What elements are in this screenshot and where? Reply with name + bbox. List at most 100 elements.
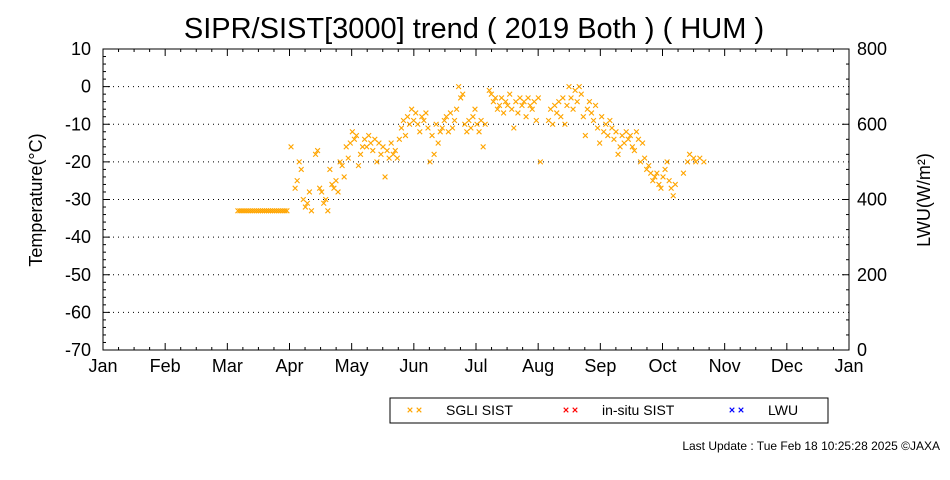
data-point	[417, 128, 423, 135]
x-tick-label: May	[335, 356, 369, 376]
data-point	[312, 151, 319, 158]
data-point	[564, 102, 570, 109]
data-point	[339, 162, 345, 169]
data-point	[282, 207, 288, 214]
data-point	[280, 207, 286, 214]
y-tick-label: -70	[65, 340, 91, 360]
data-point	[529, 106, 535, 112]
data-point	[645, 162, 652, 169]
data-point	[654, 170, 660, 176]
y-tick-label: -60	[65, 302, 91, 322]
data-point	[292, 185, 298, 192]
y-tick-label: -30	[65, 190, 91, 210]
data-point	[615, 151, 621, 158]
data-point	[457, 95, 464, 101]
data-point	[549, 121, 556, 128]
data-point	[515, 110, 521, 116]
data-point	[453, 106, 460, 112]
data-point	[607, 117, 613, 124]
data-point	[586, 98, 593, 105]
data-point	[641, 155, 648, 161]
data-point	[325, 207, 331, 214]
data-point	[249, 207, 255, 214]
y-tick-label: 0	[81, 77, 91, 97]
data-point	[486, 87, 493, 94]
data-point	[316, 185, 323, 192]
data-point	[468, 125, 474, 131]
data-point	[429, 132, 435, 139]
data-point	[496, 102, 503, 109]
data-point	[701, 159, 707, 165]
data-point	[435, 140, 441, 146]
data-point	[611, 136, 617, 143]
data-point	[576, 83, 583, 90]
x-tick-label: Jan	[88, 356, 117, 376]
data-point	[578, 91, 585, 97]
data-point	[537, 159, 544, 165]
x-tick-labels: Jan Feb Mar Apr May Jun Jul Aug Sep Oct Nov Dec Jan	[88, 356, 863, 376]
data-point	[394, 155, 401, 161]
data-point	[275, 207, 282, 214]
data-point	[267, 207, 274, 214]
y-tick-labels: 10 0 -10 -20 -30 -40 -50 -60 -70	[65, 39, 91, 360]
data-point	[345, 155, 352, 161]
x-tick-label: Aug	[522, 356, 554, 376]
x-tick-label: Jul	[464, 356, 487, 376]
data-point	[247, 207, 253, 214]
data-point	[639, 140, 646, 146]
data-point	[253, 207, 260, 214]
y-tick-label: 10	[71, 39, 91, 59]
data-point	[308, 207, 315, 214]
data-point	[327, 166, 333, 173]
legend-marker	[416, 407, 422, 413]
data-point	[273, 207, 280, 214]
data-point	[652, 174, 658, 180]
data-point	[388, 140, 394, 146]
legend-marker	[738, 407, 744, 413]
data-point	[433, 121, 439, 128]
data-point	[298, 166, 305, 173]
legend-box	[389, 397, 829, 424]
data-point	[365, 132, 372, 139]
data-point	[320, 200, 327, 207]
x-tick-label: Jun	[399, 356, 428, 376]
data-point	[680, 170, 687, 176]
axis-ticks	[102, 48, 850, 351]
data-point	[302, 204, 309, 210]
data-point	[335, 189, 341, 195]
x-tick-label: Dec	[771, 356, 803, 376]
y-tick-label: -40	[65, 227, 91, 247]
data-point	[263, 207, 270, 214]
data-point	[666, 177, 672, 184]
data-point	[278, 207, 284, 214]
data-point	[235, 207, 241, 214]
data-point	[369, 147, 376, 154]
data-point	[341, 174, 347, 180]
x-tick-label: Oct	[648, 356, 676, 376]
data-point	[560, 95, 566, 101]
data-point	[414, 121, 421, 128]
data-point	[590, 117, 597, 124]
legend-marker	[407, 407, 413, 413]
data-point	[672, 181, 679, 188]
y-tick-label: -20	[65, 152, 91, 172]
data-point	[265, 207, 272, 214]
legend-label: LWU	[768, 402, 798, 418]
data-point	[502, 98, 509, 105]
x-tick-label: Nov	[709, 356, 741, 376]
data-point	[627, 132, 634, 139]
data-point	[662, 166, 668, 173]
x-tick-label: Feb	[150, 356, 181, 376]
data-point	[629, 144, 636, 150]
x-tick-label: Jan	[834, 356, 863, 376]
data-point	[508, 106, 515, 112]
data-point	[570, 106, 576, 112]
data-point	[684, 159, 691, 165]
y-axis-label: Temperature(°C)	[26, 133, 46, 266]
legend-marker	[563, 407, 569, 413]
data-point	[439, 125, 446, 131]
data-point	[660, 174, 666, 180]
data-point	[588, 110, 595, 116]
data-point	[239, 207, 245, 214]
data-point	[431, 151, 437, 158]
